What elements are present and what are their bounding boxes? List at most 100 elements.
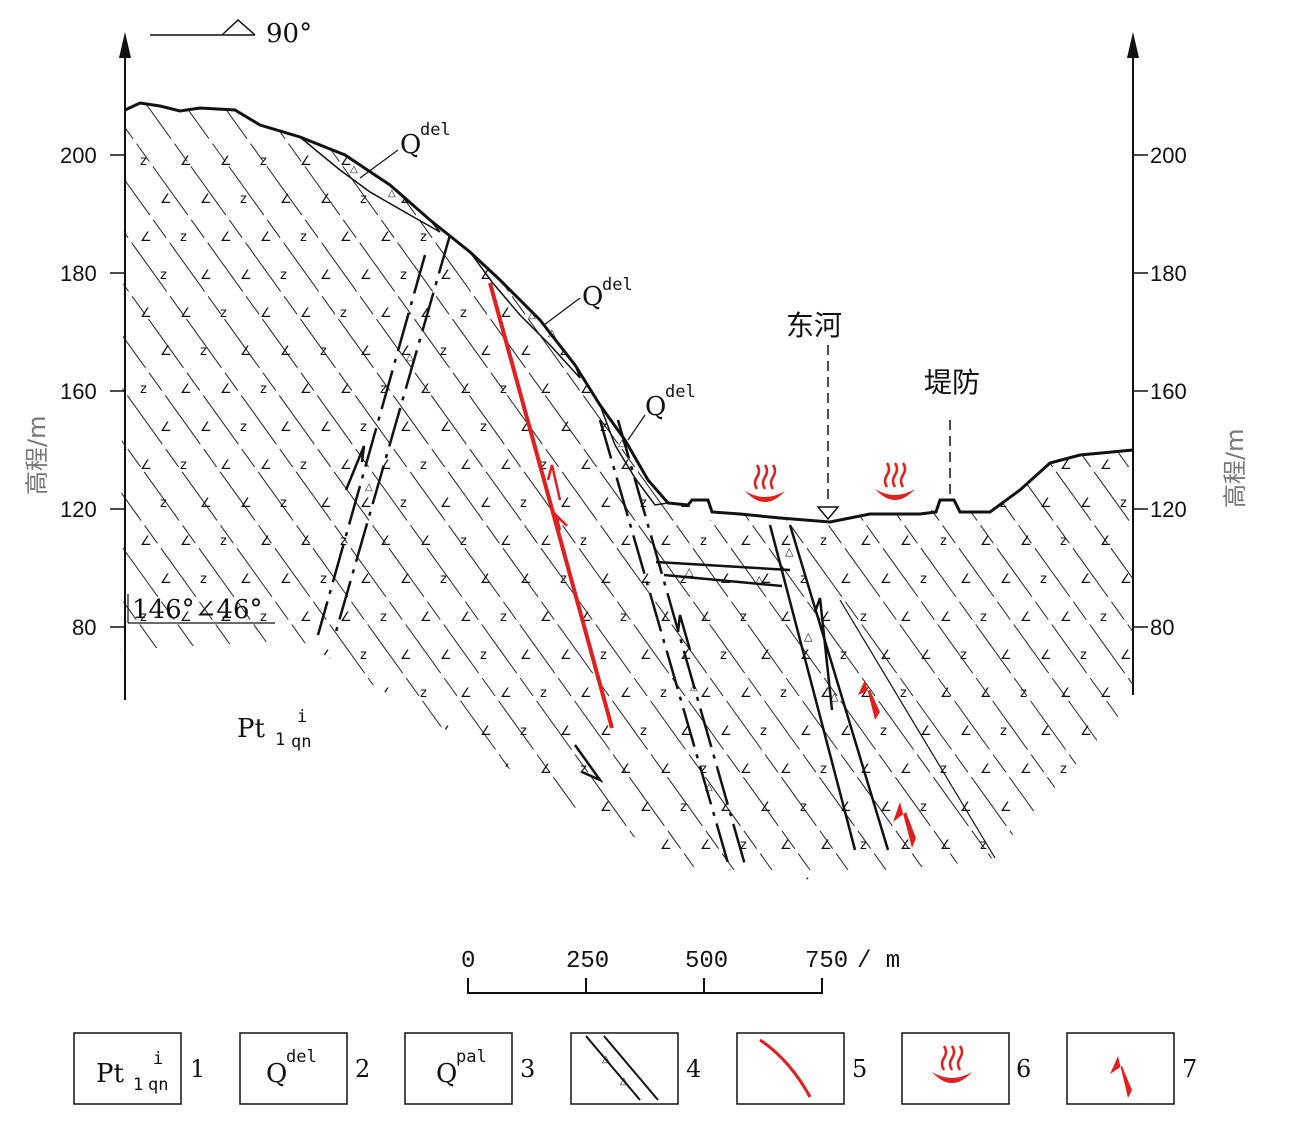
rock-symbol: ∠ [920, 648, 932, 663]
rock-symbol: ∠ [140, 762, 152, 777]
rock-symbol: ∠ [420, 534, 432, 549]
formation-subsub: qn [291, 732, 311, 752]
rock-symbol: z [320, 344, 327, 359]
rock-symbol: ∠ [880, 800, 892, 815]
rock-symbol: z [800, 800, 807, 815]
right-elevation-axis: 200 180 160 120 80 高程/m [1127, 32, 1249, 695]
rock-symbol: ∠ [300, 534, 312, 549]
bedding-attitude: 146°∠46° [127, 594, 275, 625]
rock-symbol: ∠ [920, 192, 932, 207]
rock-symbol: ∠ [880, 420, 892, 435]
rock-symbol: ∠ [560, 268, 572, 283]
rock-symbol: z [860, 610, 867, 625]
bedding-line [1123, 103, 1133, 871]
rock-symbol: ∠ [1020, 534, 1032, 549]
fracture-zone-icon: △ △ [585, 1035, 659, 1101]
rock-symbol: ∠ [980, 686, 992, 701]
deposit-label-1: Q del [359, 120, 451, 179]
rock-symbol: z [1100, 610, 1107, 625]
rock-symbol: ∠ [520, 192, 532, 207]
rock-symbol: ∠ [180, 154, 192, 169]
rock-symbol: z [780, 458, 787, 473]
rock-symbol: z [1100, 154, 1107, 169]
rock-symbol: ∠ [800, 648, 812, 663]
rock-symbol: ∠ [140, 534, 152, 549]
rock-symbol: ∠ [620, 534, 632, 549]
rock-symbol: z [1100, 382, 1107, 397]
rock-symbol: ∠ [900, 154, 912, 169]
rock-symbol: z [760, 268, 767, 283]
rock-symbol: ∠ [540, 306, 552, 321]
rock-symbol: ∠ [880, 344, 892, 359]
rock-symbol: ∠ [1060, 230, 1072, 245]
rock-symbol: ∠ [820, 382, 832, 397]
rock-symbol: ∠ [620, 306, 632, 321]
rock-symbol: ∠ [780, 610, 792, 625]
rock-symbol: z [1000, 268, 1007, 283]
rock-symbol: ∠ [580, 154, 592, 169]
rock-symbol: z [480, 648, 487, 663]
rock-symbol: z [460, 762, 467, 777]
rock-symbol: ∠ [820, 230, 832, 245]
rock-symbol: ∠ [200, 268, 212, 283]
rock-symbol: ∠ [740, 230, 752, 245]
rock-symbol: ∠ [440, 876, 452, 891]
rock-symbol: z [660, 230, 667, 245]
rock-symbol: ∠ [1100, 230, 1112, 245]
rock-symbol: z [380, 154, 387, 169]
rock-symbol: z [560, 800, 567, 815]
groundwater-flow-arrows [858, 680, 916, 848]
formation-sub: 1 [275, 730, 285, 750]
legend: Pt 1 i qn 1 Q del 2 Q pal 3 △ △ 4 [73, 1032, 1197, 1105]
rock-symbol: ∠ [1000, 648, 1012, 663]
rock-symbol: ∠ [200, 724, 212, 739]
rock-symbol: ∠ [460, 382, 472, 397]
rock-symbol: z [820, 534, 827, 549]
rock-symbol: ∠ [300, 610, 312, 625]
rock-symbol: ∠ [1060, 154, 1072, 169]
rock-symbol: ∠ [460, 230, 472, 245]
rock-symbol: ∠ [820, 686, 832, 701]
rock-symbol: ∠ [1060, 458, 1072, 473]
rock-symbol: z [620, 610, 627, 625]
rock-symbol: ∠ [580, 230, 592, 245]
rock-symbol: ∠ [760, 876, 772, 891]
rock-symbol: ∠ [1140, 762, 1152, 777]
rock-symbol: ∠ [880, 572, 892, 587]
rock-symbol: z [160, 268, 167, 283]
rock-symbol: ∠ [580, 686, 592, 701]
rock-symbol: ∠ [640, 648, 652, 663]
bedding-line [173, 103, 735, 871]
rock-symbol: z [520, 268, 527, 283]
rock-symbol: ∠ [1060, 838, 1072, 853]
rock-symbol: ∠ [420, 154, 432, 169]
rock-symbol: ∠ [160, 876, 172, 891]
hot-spring-icon [932, 1045, 972, 1083]
rock-symbol: ∠ [540, 534, 552, 549]
legend-formation-base: Pt [96, 1059, 124, 1089]
legend-formation-sup: i [153, 1049, 163, 1069]
svg-text:△: △ [350, 164, 358, 175]
river-marker: 东河 [786, 309, 842, 521]
rock-symbol: ∠ [780, 534, 792, 549]
rock-symbol: ∠ [600, 724, 612, 739]
rock-symbol: z [360, 876, 367, 891]
rock-symbol: z [1060, 762, 1067, 777]
fault-motion-arrows [546, 464, 568, 531]
rock-symbol: ∠ [960, 496, 972, 511]
rock-symbol: ∠ [660, 154, 672, 169]
bedding-line [211, 103, 773, 871]
rock-symbol: z [440, 800, 447, 815]
rock-symbol: ∠ [300, 382, 312, 397]
rock-symbol: z [980, 610, 987, 625]
rock-symbol: ∠ [500, 306, 512, 321]
rock-symbol: ∠ [140, 230, 152, 245]
deposit-label-3: Q del [627, 382, 696, 441]
rock-symbol: ∠ [540, 382, 552, 397]
rock-symbol: ∠ [740, 306, 752, 321]
rock-symbol: z [500, 610, 507, 625]
rock-symbol: ∠ [440, 420, 452, 435]
rock-symbol: ∠ [560, 496, 572, 511]
rock-symbol: ∠ [640, 420, 652, 435]
rock-symbol: ∠ [720, 344, 732, 359]
